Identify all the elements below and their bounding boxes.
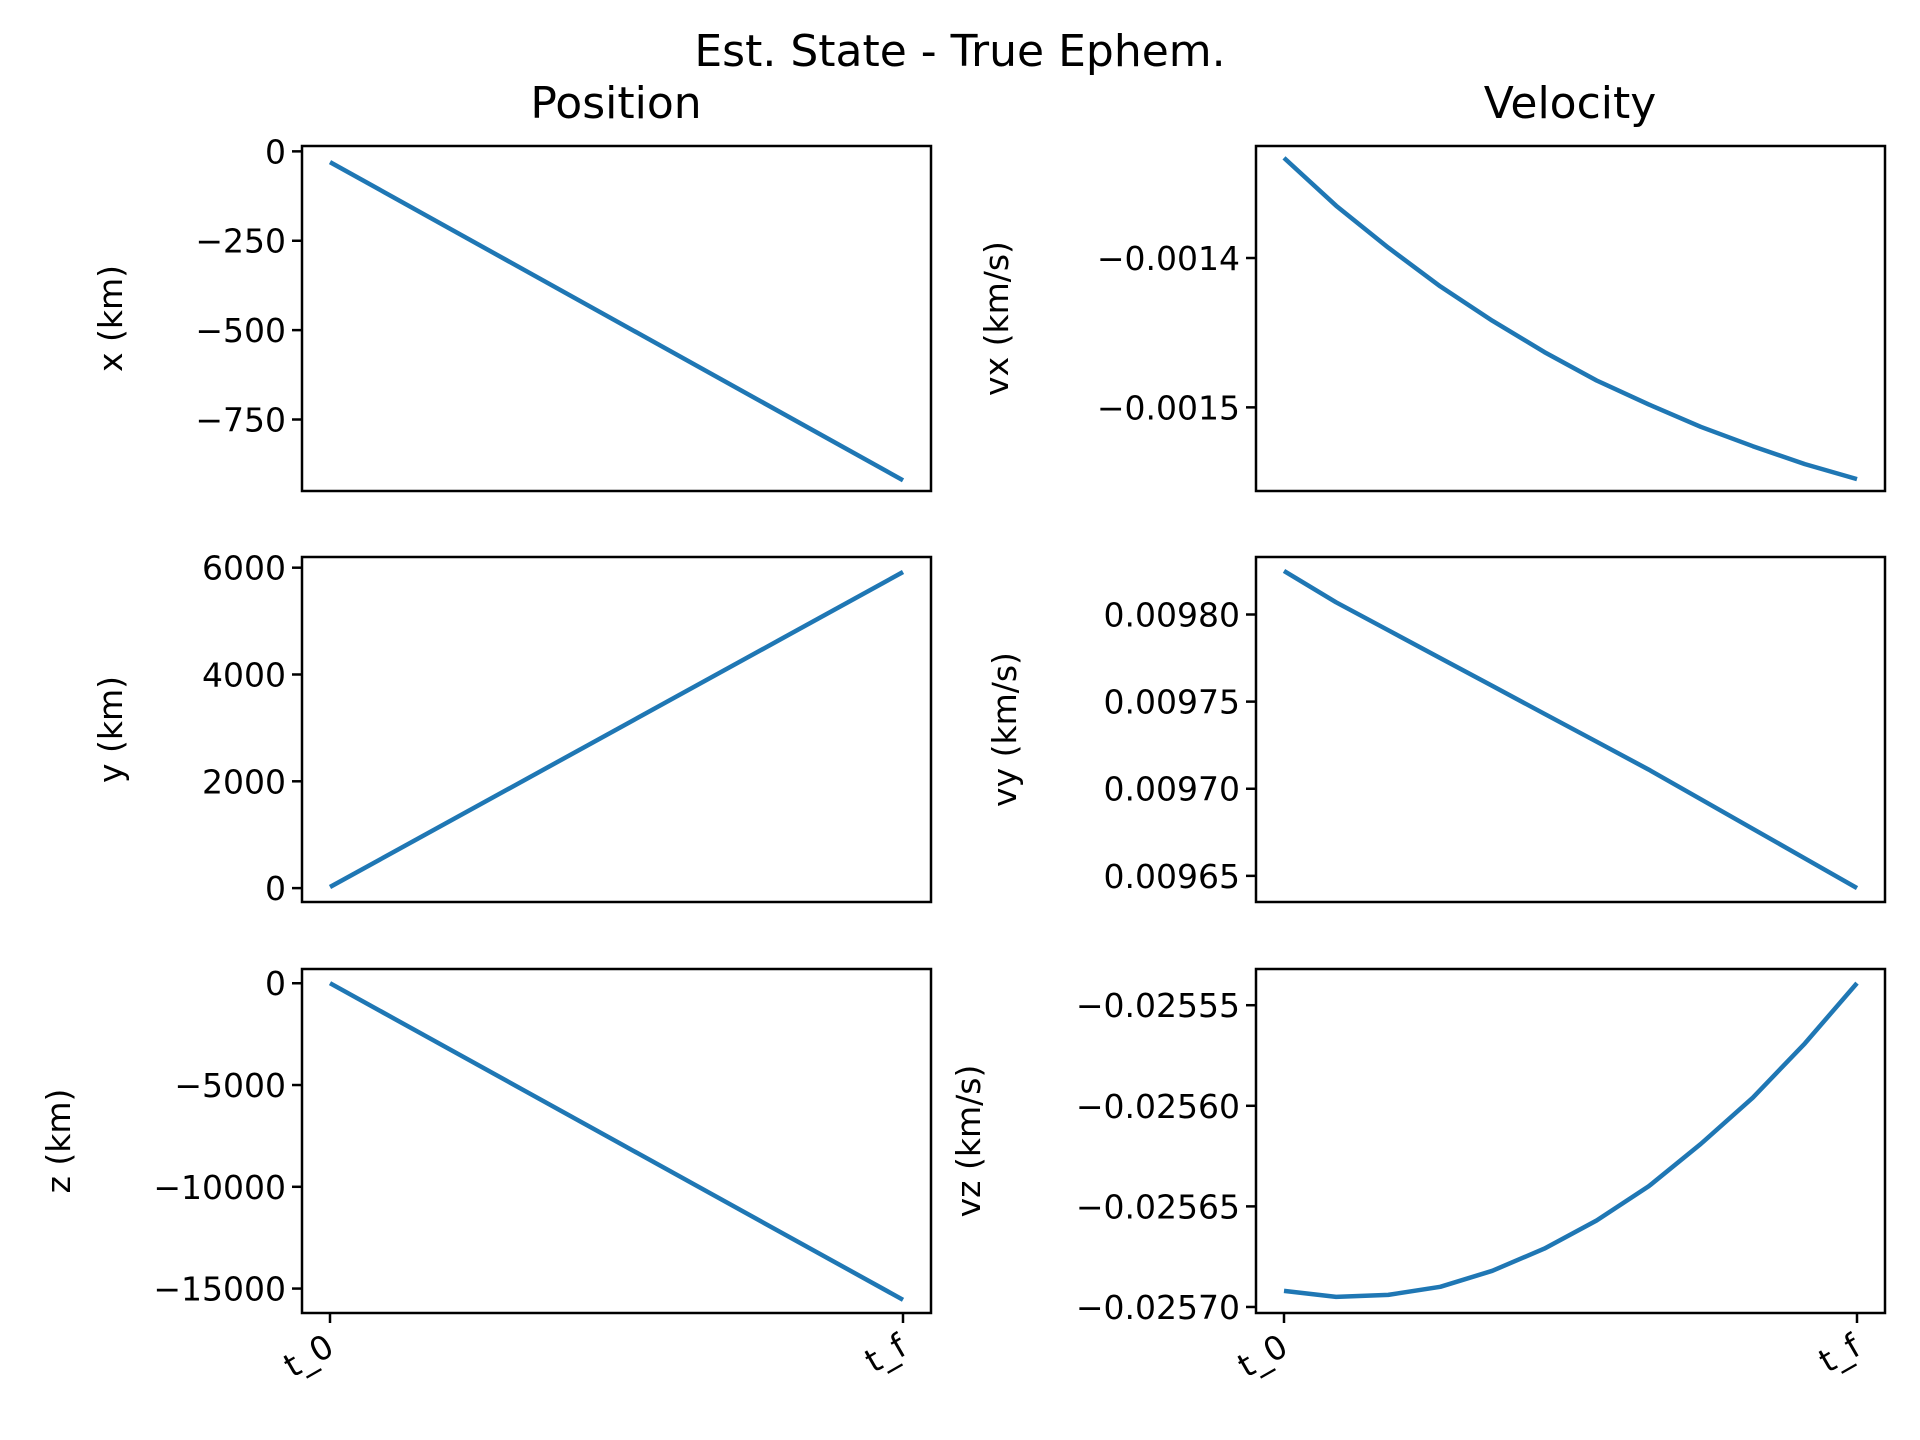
column-title-velocity: Velocity xyxy=(1484,78,1657,129)
ytick-label-z-0: 0 xyxy=(265,964,286,1003)
ytick-label-y-0: 0 xyxy=(265,869,286,908)
ytick-label-y-2: 4000 xyxy=(202,655,286,694)
figure-suptitle: Est. State - True Ephem. xyxy=(694,26,1225,77)
ytick-label-vz-1: −0.02560 xyxy=(1076,1087,1240,1126)
ytick-label-vz-0: −0.02555 xyxy=(1076,986,1240,1025)
axes-frame-y xyxy=(300,555,933,904)
ytick-label-vx-0: −0.0014 xyxy=(1097,239,1240,278)
ytick-label-x-1: −250 xyxy=(195,222,286,261)
ylabel-vy: vy (km/s) xyxy=(985,652,1024,807)
ytick-label-vy-0: 0.00980 xyxy=(1104,596,1240,635)
axes-frame-x xyxy=(300,144,933,493)
ytick-label-vz-3: −0.02570 xyxy=(1076,1288,1240,1327)
subplot-x: 0 −250 −500 −750 x (km) xyxy=(91,132,933,493)
subplot-y: 0 2000 4000 6000 y (km) xyxy=(91,549,933,908)
series-line-vy xyxy=(1282,568,1859,891)
ytick-label-x-3: −750 xyxy=(195,400,286,439)
ytick-label-vz-2: −0.02565 xyxy=(1076,1187,1240,1226)
axes-frame-vy xyxy=(1254,555,1887,904)
series-line-y xyxy=(328,570,905,889)
subplot-vz: −0.02555 −0.02560 −0.02565 −0.02570 vz (km/s… xyxy=(949,967,1887,1385)
ytick-label-y-1: 2000 xyxy=(202,762,286,801)
ytick-label-vy-1: 0.00975 xyxy=(1104,683,1240,722)
ytick-label-vy-2: 0.00970 xyxy=(1104,770,1240,809)
ytick-label-z-3: −15000 xyxy=(153,1270,286,1309)
ylabel-vz: vz (km/s) xyxy=(949,1065,988,1218)
column-title-position: Position xyxy=(530,78,701,129)
series-line-vx xyxy=(1282,156,1858,482)
ytick-label-z-1: −5000 xyxy=(174,1066,286,1105)
series-line-z xyxy=(328,981,905,1302)
ytick-label-y-3: 6000 xyxy=(202,549,286,588)
ytick-label-z-2: −10000 xyxy=(153,1168,286,1207)
subplot-grid: 0 −250 −500 −750 x (km) −0.0014 −0.0015 vx (km/… xyxy=(39,132,1887,1385)
ylabel-z: z (km) xyxy=(39,1089,78,1194)
subplot-vy: 0.00980 0.00975 0.00970 0.00965 vy (km/s) xyxy=(985,555,1887,904)
subplot-vx: −0.0014 −0.0015 vx (km/s) xyxy=(977,144,1887,493)
series-line-vz xyxy=(1283,981,1859,1300)
axes-frame-z xyxy=(300,967,933,1315)
ylabel-y: y (km) xyxy=(91,676,130,783)
ytick-label-vy-3: 0.00965 xyxy=(1104,857,1240,896)
ylabel-vx: vx (km/s) xyxy=(977,241,1016,396)
ytick-label-x-0: 0 xyxy=(265,132,286,171)
ytick-label-vx-1: −0.0015 xyxy=(1097,388,1240,427)
axes-frame-vx xyxy=(1254,144,1887,493)
ytick-label-x-2: −500 xyxy=(195,311,286,350)
axes-frame-vz xyxy=(1254,967,1887,1315)
series-line-x xyxy=(328,160,905,483)
ylabel-x: x (km) xyxy=(91,265,130,372)
